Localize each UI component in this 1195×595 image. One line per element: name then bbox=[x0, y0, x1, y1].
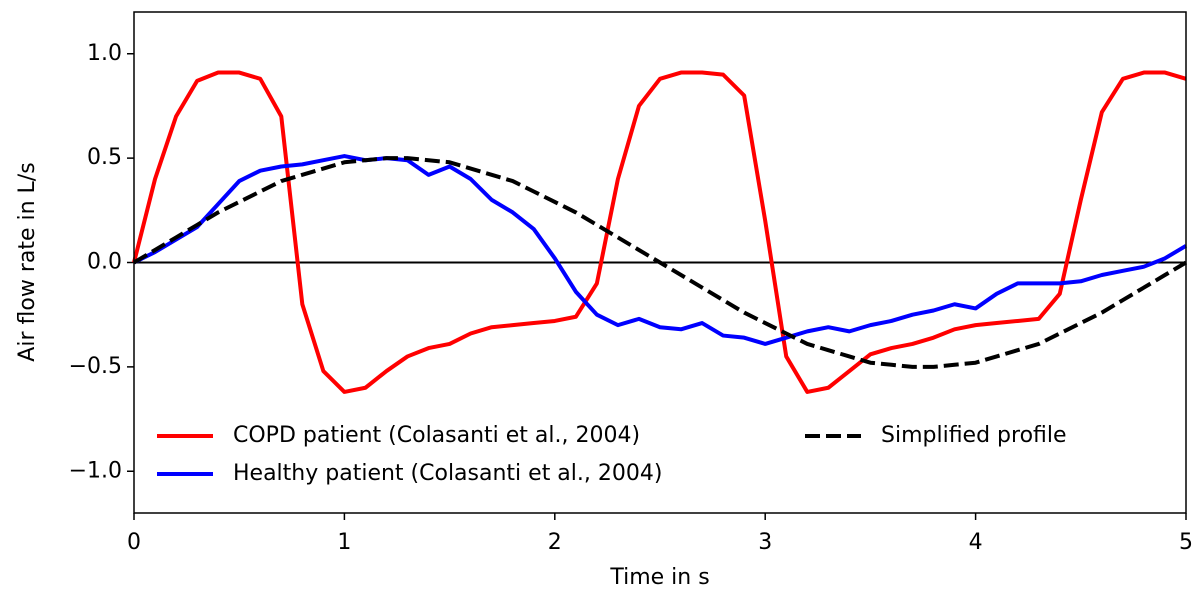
y-tick-label: −1.0 bbox=[69, 458, 122, 483]
x-tick-label: 1 bbox=[337, 530, 351, 555]
y-axis-label: Air flow rate in L/s bbox=[15, 162, 40, 361]
legend-label: COPD patient (Colasanti et al., 2004) bbox=[233, 423, 640, 448]
y-tick-label: 1.0 bbox=[87, 41, 122, 66]
x-tick-label: 5 bbox=[1179, 530, 1193, 555]
y-tick-label: −0.5 bbox=[69, 354, 122, 379]
x-tick-label: 2 bbox=[548, 530, 562, 555]
x-axis-label: Time in s bbox=[609, 565, 709, 590]
legend-label: Simplified profile bbox=[881, 423, 1067, 448]
plot-frame bbox=[133, 11, 1187, 514]
y-tick-label: 0.5 bbox=[87, 145, 122, 170]
data-line bbox=[132, 156, 1188, 369]
x-tick-label: 4 bbox=[969, 530, 983, 555]
y-tick-label: 0.0 bbox=[87, 250, 122, 275]
data-line bbox=[132, 70, 1187, 394]
legend-label: Healthy patient (Colasanti et al., 2004) bbox=[233, 461, 662, 486]
x-tick-label: 3 bbox=[758, 530, 772, 555]
x-tick-label: 0 bbox=[127, 530, 141, 555]
data-line bbox=[133, 154, 1188, 346]
